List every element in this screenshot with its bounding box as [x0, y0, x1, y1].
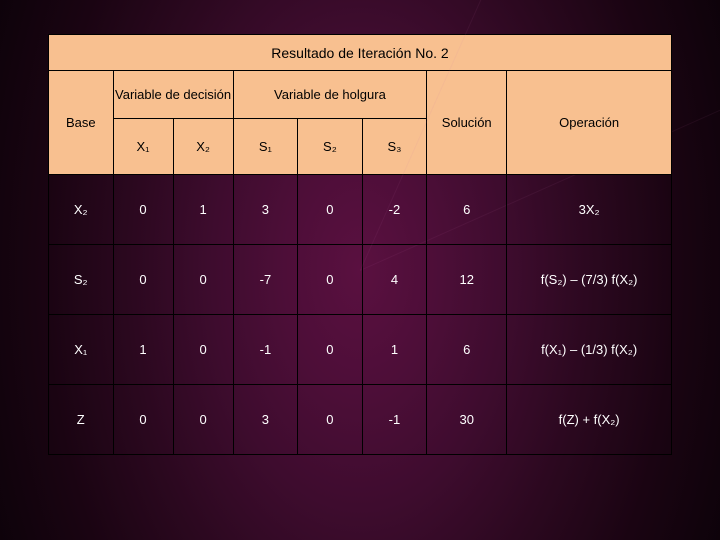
hdr-solucion: Solución — [427, 71, 507, 175]
hdr-x1: X₁ — [113, 119, 173, 175]
cell-op: 3X₂ — [507, 175, 672, 245]
header-row-1: Base Variable de decisión Variable de ho… — [49, 71, 672, 119]
hdr-base: Base — [49, 71, 114, 175]
hdr-s2: S₂ — [298, 119, 363, 175]
cell-s2: 0 — [298, 315, 363, 385]
cell-base: S₂ — [49, 245, 114, 315]
hdr-var-holgura: Variable de holgura — [233, 71, 427, 119]
table-title: Resultado de Iteración No. 2 — [49, 35, 672, 71]
cell-op: f(X₁) – (1/3) f(X₂) — [507, 315, 672, 385]
slide-content: Resultado de Iteración No. 2 Base Variab… — [48, 34, 672, 455]
cell-s3: -1 — [362, 385, 427, 455]
cell-x2: 0 — [173, 245, 233, 315]
table-row: X₂ 0 1 3 0 -2 6 3X₂ — [49, 175, 672, 245]
cell-s1: 3 — [233, 385, 298, 455]
cell-x2: 0 — [173, 315, 233, 385]
cell-s2: 0 — [298, 385, 363, 455]
cell-base: X₁ — [49, 315, 114, 385]
cell-base: Z — [49, 385, 114, 455]
cell-sol: 6 — [427, 315, 507, 385]
cell-s3: 4 — [362, 245, 427, 315]
table-row: Z 0 0 3 0 -1 30 f(Z) + f(X₂) — [49, 385, 672, 455]
cell-op: f(Z) + f(X₂) — [507, 385, 672, 455]
cell-s3: -2 — [362, 175, 427, 245]
cell-s1: -7 — [233, 245, 298, 315]
table-title-row: Resultado de Iteración No. 2 — [49, 35, 672, 71]
hdr-x2: X₂ — [173, 119, 233, 175]
cell-x2: 1 — [173, 175, 233, 245]
cell-sol: 30 — [427, 385, 507, 455]
cell-sol: 6 — [427, 175, 507, 245]
cell-x2: 0 — [173, 385, 233, 455]
cell-x1: 1 — [113, 315, 173, 385]
simplex-table: Resultado de Iteración No. 2 Base Variab… — [48, 34, 672, 455]
hdr-s3: S₃ — [362, 119, 427, 175]
hdr-var-decision: Variable de decisión — [113, 71, 233, 119]
cell-s1: 3 — [233, 175, 298, 245]
cell-base: X₂ — [49, 175, 114, 245]
cell-x1: 0 — [113, 175, 173, 245]
hdr-s1: S₁ — [233, 119, 298, 175]
cell-x1: 0 — [113, 245, 173, 315]
cell-sol: 12 — [427, 245, 507, 315]
cell-op: f(S₂) – (7/3) f(X₂) — [507, 245, 672, 315]
cell-s3: 1 — [362, 315, 427, 385]
cell-x1: 0 — [113, 385, 173, 455]
cell-s2: 0 — [298, 245, 363, 315]
table-row: S₂ 0 0 -7 0 4 12 f(S₂) – (7/3) f(X₂) — [49, 245, 672, 315]
table-row: X₁ 1 0 -1 0 1 6 f(X₁) – (1/3) f(X₂) — [49, 315, 672, 385]
cell-s1: -1 — [233, 315, 298, 385]
cell-s2: 0 — [298, 175, 363, 245]
hdr-operacion: Operación — [507, 71, 672, 175]
